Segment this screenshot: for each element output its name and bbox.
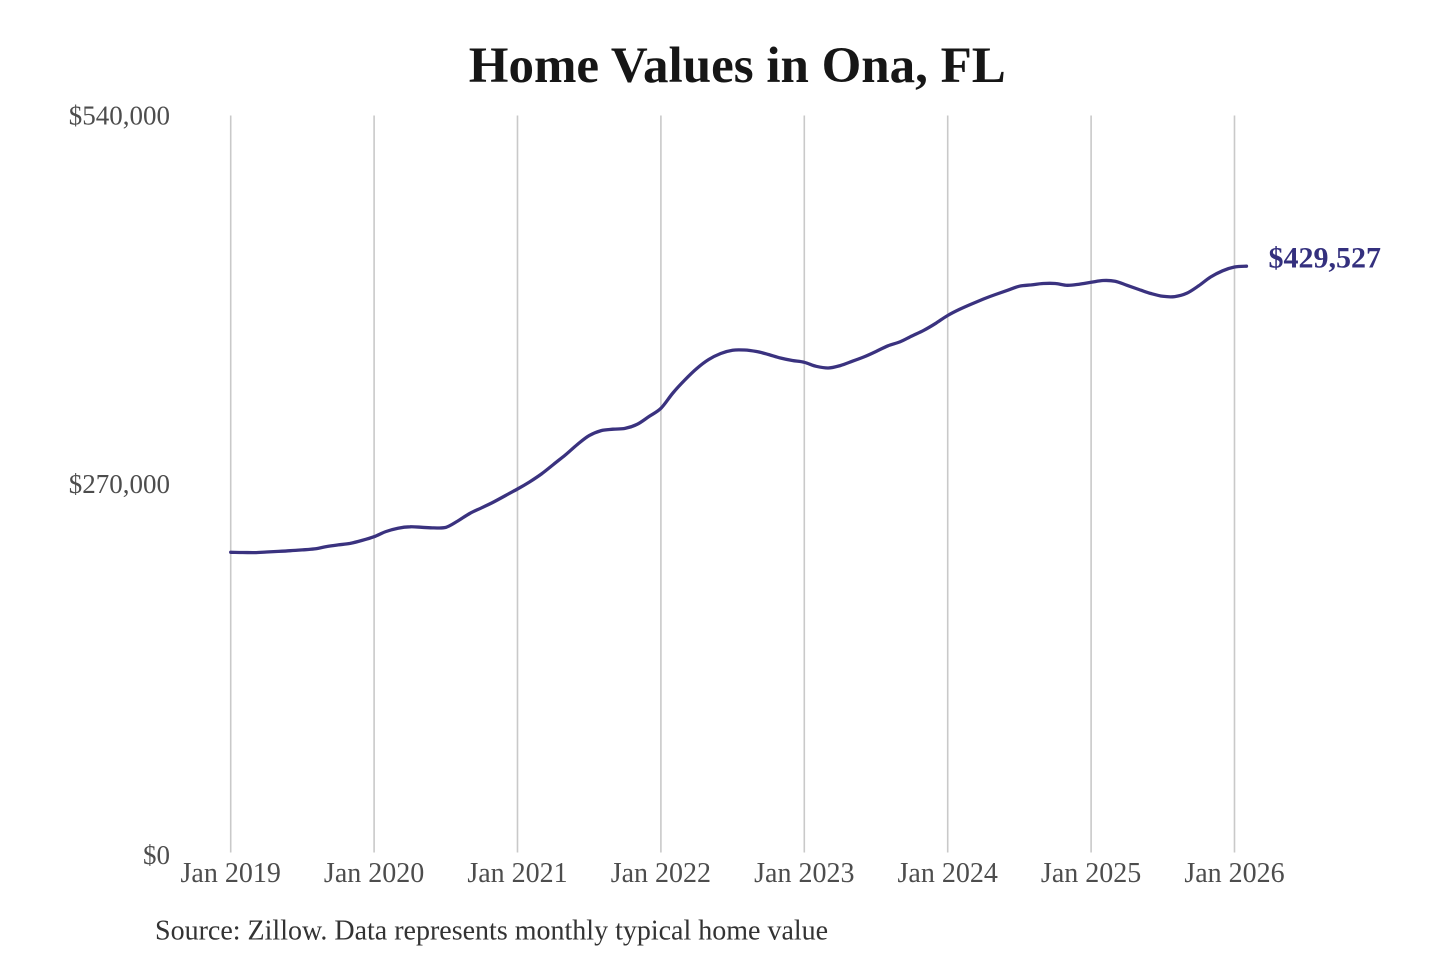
- svg-text:$540,000: $540,000: [69, 101, 170, 131]
- svg-text:Home Values in Ona, FL: Home Values in Ona, FL: [469, 38, 1006, 94]
- svg-text:Jan 2020: Jan 2020: [324, 858, 424, 889]
- svg-text:Jan 2019: Jan 2019: [181, 858, 281, 889]
- svg-text:Jan 2025: Jan 2025: [1041, 858, 1141, 889]
- svg-text:$429,527: $429,527: [1269, 242, 1382, 275]
- svg-text:$0: $0: [143, 840, 170, 870]
- svg-text:$270,000: $270,000: [69, 469, 170, 499]
- svg-text:Source: Zillow. Data represent: Source: Zillow. Data represents monthly …: [155, 916, 828, 947]
- svg-text:Jan 2022: Jan 2022: [611, 858, 711, 889]
- svg-text:Jan 2023: Jan 2023: [754, 858, 854, 889]
- svg-text:Jan 2026: Jan 2026: [1184, 858, 1284, 889]
- svg-text:Jan 2021: Jan 2021: [467, 858, 567, 889]
- svg-text:Jan 2024: Jan 2024: [898, 858, 998, 889]
